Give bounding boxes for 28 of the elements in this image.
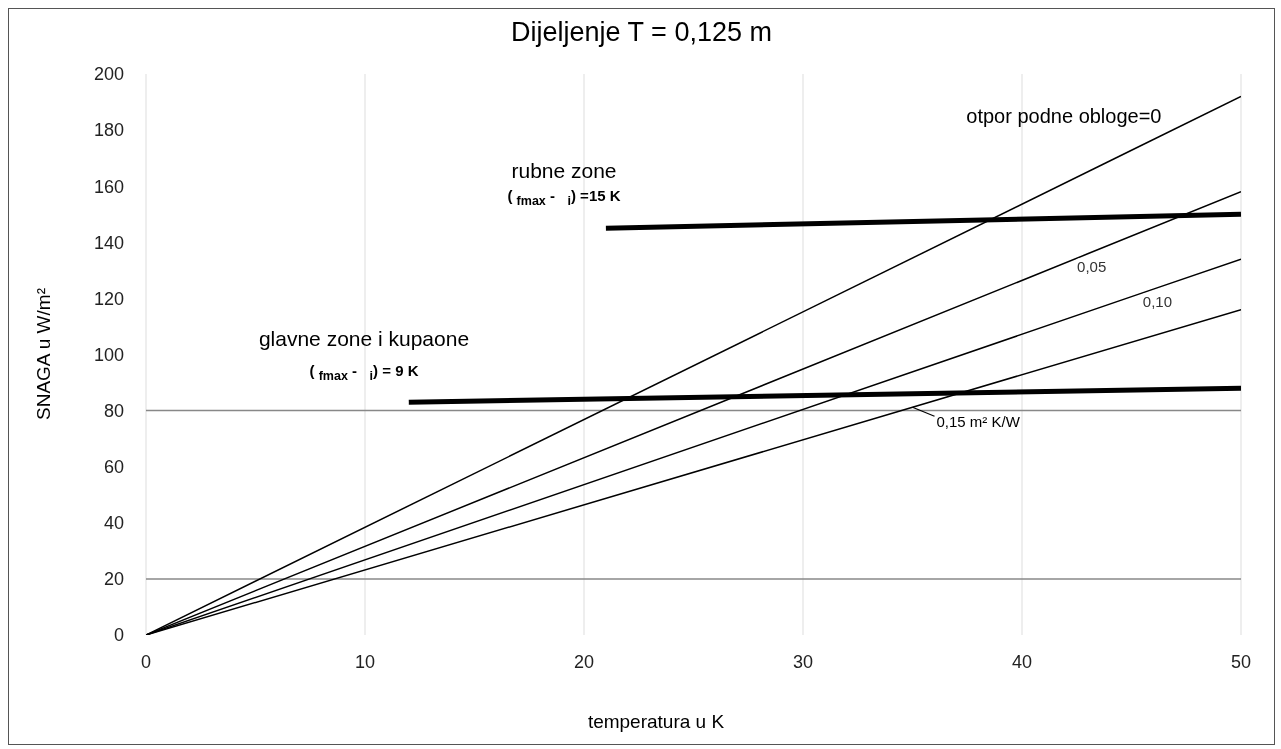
x-tick-label: 50 [1230, 651, 1252, 672]
x-tick-label: 0 [140, 651, 152, 672]
x-tick-label: 20 [573, 651, 595, 672]
annotation: glavne zone i kupaone [258, 327, 470, 351]
y-tick-label: 60 [103, 457, 124, 478]
y-tick-label: 100 [93, 344, 124, 365]
annotation: rubne zone [511, 159, 617, 183]
y-tick-label: 120 [93, 288, 124, 309]
annotation: ( $_{fmax}$ - $_{i}$) =15 K [507, 187, 621, 208]
series-label: otpor podne obloge=0 [966, 105, 1162, 128]
series-label: 0,05 [1077, 257, 1107, 275]
chart-title: Dijeljenje T = 0,125 m [510, 17, 773, 48]
annotation: ( $_{fmax}$ - $_{i}$) = 9 K [309, 362, 419, 383]
y-tick-label: 160 [93, 176, 124, 197]
y-tick-label: 20 [103, 569, 124, 590]
y-tick-label: 80 [103, 400, 124, 421]
series-label: 0,10 [1142, 293, 1172, 311]
y-tick-label: 40 [103, 513, 124, 534]
y-axis-title: SNAGA u W/m² [33, 288, 55, 420]
legend-label: 0,15 m² K/W [936, 413, 1021, 431]
y-tick-label: 200 [93, 64, 124, 85]
x-tick-label: 30 [792, 651, 814, 672]
y-tick-label: 180 [93, 120, 124, 141]
x-tick-label: 40 [1011, 651, 1033, 672]
y-tick-label: 0 [113, 625, 124, 646]
x-axis-title: temperatura u K [586, 711, 726, 733]
x-tick-label: 10 [354, 651, 376, 672]
y-tick-label: 140 [93, 232, 124, 253]
